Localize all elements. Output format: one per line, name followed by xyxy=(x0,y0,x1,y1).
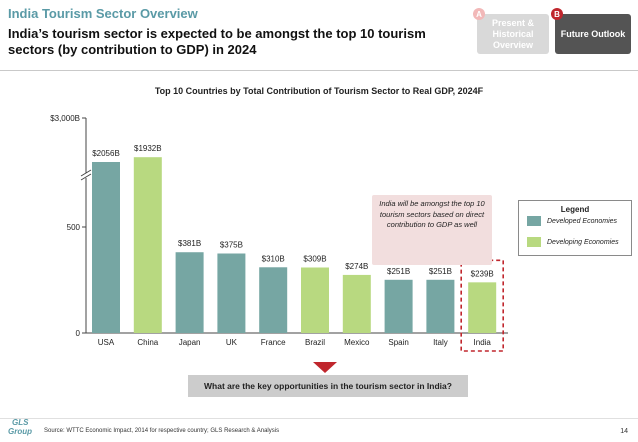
source-note: Source: WTTC Economic Impact, 2014 for r… xyxy=(44,428,280,434)
bar-uk xyxy=(217,253,246,333)
legend-label: Developed Economies xyxy=(547,217,618,225)
legend-swatch xyxy=(527,237,541,247)
header-divider xyxy=(0,70,638,71)
chart-legend: Legend Developed Economies Developing Ec… xyxy=(518,200,632,256)
india-callout: India will be amongst the top 10 tourism… xyxy=(372,195,492,265)
chart-title: Top 10 Countries by Total Contribution o… xyxy=(154,86,484,96)
x-tick-label: India xyxy=(474,338,492,347)
bar-value-label: $251B xyxy=(387,267,410,276)
x-tick-label: Brazil xyxy=(305,338,325,347)
gls-logo: GLS Group xyxy=(8,418,32,436)
axis-break-mark xyxy=(80,173,92,181)
down-arrow-icon xyxy=(313,362,337,373)
bar-value-label: $239B xyxy=(471,269,494,278)
key-question-banner: What are the key opportunities in the to… xyxy=(188,375,468,397)
page-number: 14 xyxy=(620,428,628,435)
y-tick-label: 0 xyxy=(76,329,81,338)
tab-label: Present & Historical Overview xyxy=(491,17,535,50)
legend-swatch xyxy=(527,216,541,226)
bar-value-label: $1932B xyxy=(134,144,162,153)
legend-item-developing: Developing Economies xyxy=(527,237,619,247)
axis-break-mark xyxy=(80,169,92,177)
bar-value-label: $274B xyxy=(345,262,368,271)
legend-label: Developing Economies xyxy=(547,238,619,246)
bar-spain xyxy=(384,279,413,333)
x-tick-label: USA xyxy=(98,338,115,347)
chart-labels: $2056B USA $1932B China $381B Japan $375B UK $31… xyxy=(92,144,505,352)
bar-china xyxy=(133,157,162,333)
page-title: India Tourism Sector Overview xyxy=(8,6,198,21)
tab-badge-b: B xyxy=(551,8,563,20)
bar-value-label: $375B xyxy=(220,241,243,250)
x-tick-label: China xyxy=(137,338,158,347)
logo-line: GLS xyxy=(12,418,29,427)
legend-item-developed: Developed Economies xyxy=(527,216,617,226)
bar-value-label: $2056B xyxy=(92,149,120,158)
bar-brazil xyxy=(301,267,329,333)
bar-value-label: $310B xyxy=(262,254,285,263)
axis-break-gap xyxy=(80,173,92,178)
logo-line: Group xyxy=(8,427,32,436)
page-subtitle: India’s tourism sector is expected to be… xyxy=(8,26,426,57)
bar-usa xyxy=(92,162,120,333)
x-tick-label: Mexico xyxy=(344,338,370,347)
bar-value-label: $309B xyxy=(303,254,326,263)
chart-bars xyxy=(92,157,497,333)
bar-japan xyxy=(175,252,204,333)
bar-value-label: $251B xyxy=(429,267,452,276)
x-tick-label: Italy xyxy=(433,338,448,347)
tab-label: Future Outlook xyxy=(560,28,626,39)
tab-present-historical[interactable]: A Present & Historical Overview xyxy=(473,8,549,54)
bar-value-label: $381B xyxy=(178,239,201,248)
tab-badge-a: A xyxy=(473,8,485,20)
x-tick-label: France xyxy=(261,338,286,347)
bar-mexico xyxy=(342,274,371,333)
footer-divider xyxy=(0,418,638,419)
x-tick-label: UK xyxy=(226,338,238,347)
legend-title: Legend xyxy=(560,205,590,214)
y-tick-label: 500 xyxy=(67,223,81,232)
x-tick-label: Japan xyxy=(179,338,201,347)
bar-india xyxy=(468,282,497,333)
x-tick-label: Spain xyxy=(388,338,408,347)
bar-italy xyxy=(426,279,455,333)
bar-france xyxy=(259,267,288,333)
y-tick-label: $3,000B xyxy=(50,114,80,123)
tab-future-outlook[interactable]: B Future Outlook xyxy=(551,8,631,54)
